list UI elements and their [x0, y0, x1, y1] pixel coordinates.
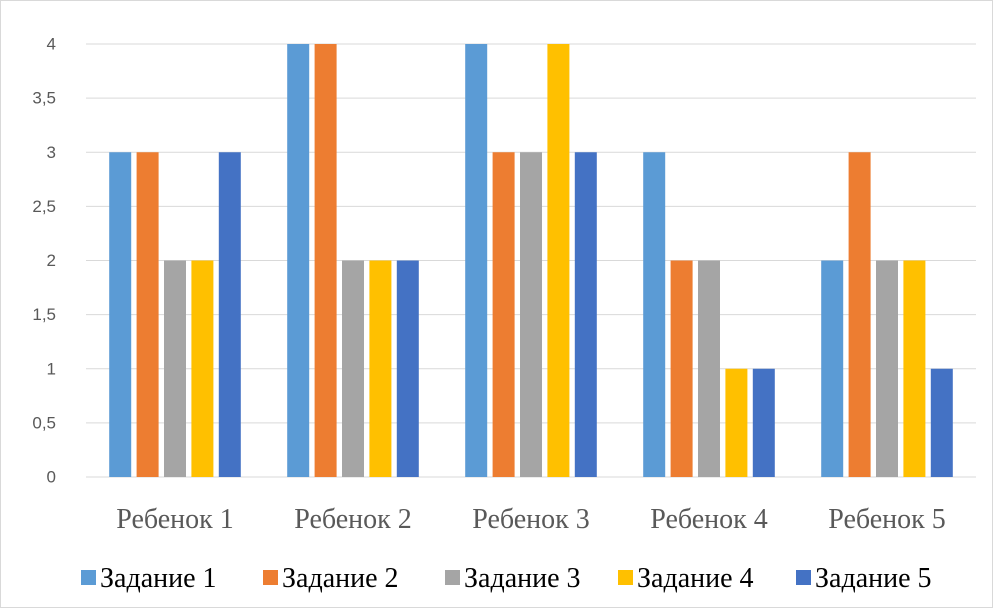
- bar-1-series-4: [191, 260, 214, 477]
- y-tick-label: 4: [47, 35, 56, 54]
- bar-4-series-4: [725, 368, 748, 477]
- bar-1-series-5: [218, 152, 241, 477]
- y-tick-label: 1: [47, 359, 56, 378]
- bar-5-series-4: [903, 260, 926, 477]
- bar-5-series-2: [848, 152, 871, 477]
- x-tick-label: Ребенок 2: [294, 504, 412, 535]
- bar-1-series-1: [109, 152, 132, 477]
- x-tick-label: Ребенок 3: [472, 504, 590, 535]
- bar-2-series-1: [287, 44, 310, 477]
- bar-5-series-3: [876, 260, 898, 477]
- bar-4-series-3: [698, 260, 720, 477]
- legend-label: Задание 4: [637, 563, 754, 594]
- legend-label: Задание 1: [100, 563, 217, 594]
- x-axis: Ребенок 1 Ребенок 2 Ребенок 3 Ребенок 4 Ребе…: [116, 504, 946, 535]
- y-tick-label: 3: [47, 143, 56, 162]
- bar-1-series-3: [164, 260, 186, 477]
- bar-5-series-5: [930, 368, 953, 477]
- legend-label: Задание 2: [282, 563, 399, 594]
- bar-2-series-2: [314, 44, 337, 477]
- x-tick-label: Ребенок 5: [828, 504, 946, 535]
- bar-1-series-2: [136, 152, 159, 477]
- legend-label: Задание 3: [464, 563, 581, 594]
- x-tick-label: Ребенок 4: [650, 504, 768, 535]
- legend-swatch: [445, 570, 460, 585]
- bars: [109, 44, 953, 477]
- bar-2-series-4: [369, 260, 392, 477]
- y-tick-label: 2,5: [32, 197, 56, 216]
- y-tick-label: 0,5: [32, 413, 56, 432]
- x-tick-label: Ребенок 1: [116, 504, 234, 535]
- y-tick-label: 0: [47, 468, 56, 487]
- bar-4-series-2: [670, 260, 693, 477]
- bar-4-series-5: [752, 368, 775, 477]
- legend-swatch: [81, 570, 96, 585]
- legend-label: Задание 5: [815, 563, 932, 594]
- bar-2-series-3: [342, 260, 364, 477]
- legend-swatch: [796, 570, 811, 585]
- bar-3-series-2: [492, 152, 515, 477]
- bar-3-series-5: [574, 152, 597, 477]
- y-tick-label: 3,5: [32, 89, 56, 108]
- bar-3-series-3: [520, 152, 542, 477]
- legend-swatch: [618, 570, 633, 585]
- y-tick-label: 1,5: [32, 305, 56, 324]
- bar-2-series-5: [396, 260, 419, 477]
- legend: Задание 1 Задание 2 Задание 3 Задание 4 Зада…: [81, 563, 932, 594]
- bar-4-series-1: [643, 152, 666, 477]
- bar-3-series-4: [547, 44, 570, 477]
- y-tick-label: 2: [47, 251, 56, 270]
- bar-3-series-1: [465, 44, 488, 477]
- bar-5-series-1: [821, 260, 844, 477]
- legend-swatch: [263, 570, 278, 585]
- y-axis: 0 0,5 1 1,5 2 2,5 3 3,5 4: [32, 35, 56, 487]
